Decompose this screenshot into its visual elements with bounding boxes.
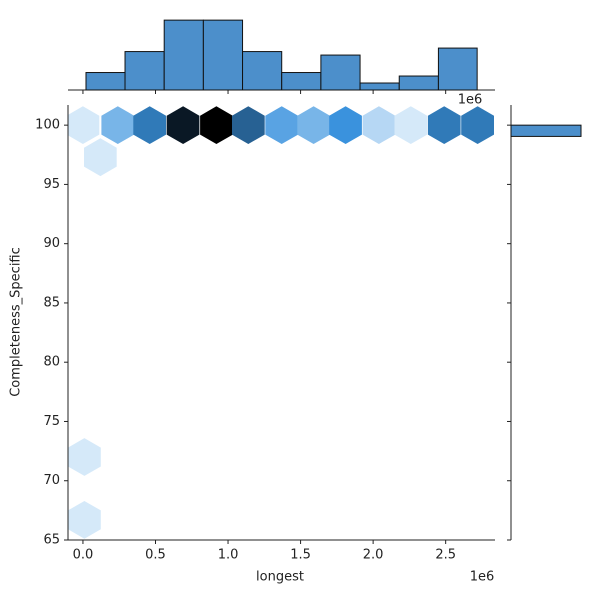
x-tick-label: 2.5 <box>435 548 456 563</box>
histogram-bar <box>398 75 439 91</box>
x-tick-label: 0.5 <box>145 548 166 563</box>
histogram-bar <box>359 82 400 91</box>
histogram-bar <box>510 124 582 137</box>
hex-cell <box>84 138 117 177</box>
histogram-bar <box>281 72 322 91</box>
histogram-bar <box>163 19 204 91</box>
x-tick-label: 1.0 <box>218 548 239 563</box>
y-axis-label: Completeness_Specific <box>9 247 24 397</box>
y-tick-label: 95 <box>43 177 60 192</box>
hex-cell <box>265 106 299 144</box>
y-tick-label: 100 <box>35 118 60 133</box>
histogram-bar <box>202 19 244 91</box>
hex-cell <box>297 106 330 144</box>
hex-cell <box>68 501 101 539</box>
y-tick-label: 80 <box>43 355 60 370</box>
hex-cell <box>133 106 167 144</box>
y-tick-label: 90 <box>43 236 60 251</box>
hex-cell <box>461 106 494 144</box>
x-axis-label: longest <box>256 570 304 585</box>
hex-cell <box>68 438 101 476</box>
histogram-bar <box>85 72 126 91</box>
x-offset-label: 1e6 <box>458 93 483 108</box>
x-tick-label: 0.0 <box>73 548 94 563</box>
y-tick-label: 70 <box>43 473 60 488</box>
histogram-bar <box>242 51 283 91</box>
hex-cell <box>362 106 396 144</box>
hex-cell <box>394 106 428 144</box>
hex-cell <box>166 106 200 144</box>
hex-cell <box>200 106 233 144</box>
hex-cell <box>101 106 135 144</box>
hex-cell <box>68 106 100 144</box>
x-tick-label: 1.5 <box>290 548 311 563</box>
hex-cell <box>329 106 362 144</box>
histogram-bar <box>437 47 478 91</box>
hex-cell <box>232 106 265 144</box>
hex-cell <box>427 106 461 144</box>
hex-layer <box>68 106 494 539</box>
histogram-bar <box>320 54 361 91</box>
y-tick-label: 75 <box>43 414 60 429</box>
y-tick-label: 65 <box>43 533 60 548</box>
x-offset-label: 1e6 <box>470 570 495 585</box>
x-tick-label: 2.0 <box>363 548 384 563</box>
histogram-bar <box>124 51 165 91</box>
y-tick-label: 85 <box>43 295 60 310</box>
